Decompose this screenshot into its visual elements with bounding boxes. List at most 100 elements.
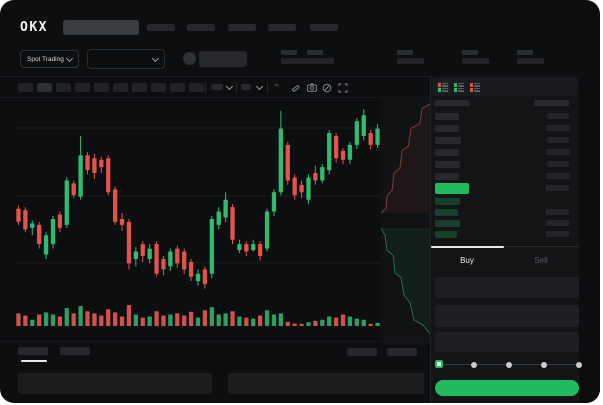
pair-select[interactable] — [87, 49, 165, 69]
bid-row-price[interactable] — [435, 209, 458, 216]
tab-sell[interactable]: Sell — [534, 256, 548, 265]
ticker-value-placeholder — [397, 58, 424, 64]
amount-input[interactable] — [435, 305, 579, 327]
camera-icon[interactable] — [307, 83, 317, 92]
book-combined-icon[interactable] — [437, 81, 449, 93]
timeframe-button-5[interactable] — [94, 83, 109, 92]
okx-logo[interactable]: OKX — [20, 20, 48, 35]
ask-row-price[interactable] — [435, 137, 461, 144]
timeframe-button-8[interactable] — [151, 83, 166, 92]
last-price-amount[interactable] — [546, 185, 569, 191]
chevron-down-icon — [151, 54, 160, 62]
ticker-label-placeholder — [397, 50, 413, 55]
ask-row-price[interactable] — [435, 173, 459, 180]
bottom-action-1[interactable] — [347, 348, 377, 356]
nav-item-5[interactable] — [310, 24, 338, 31]
divider — [0, 76, 600, 77]
active-tab-underline — [21, 360, 47, 362]
token-icon — [183, 52, 196, 65]
chevron-down-icon[interactable] — [255, 82, 264, 91]
book-asks-icon[interactable] — [469, 81, 481, 93]
orderbook-col-header-amount[interactable] — [534, 100, 569, 106]
slider-step-4[interactable] — [576, 361, 582, 368]
ticker-value-placeholder — [517, 58, 544, 64]
bid-row-amount[interactable] — [546, 209, 569, 215]
nav-item-2[interactable] — [187, 24, 215, 31]
timeframe-button-6[interactable] — [113, 83, 128, 92]
bid-row-amount[interactable] — [546, 231, 569, 237]
tab-buy[interactable]: Buy — [460, 256, 474, 265]
divider — [267, 82, 268, 93]
market-type-label: Spot Trading — [27, 55, 64, 63]
divider — [236, 82, 237, 93]
total-input[interactable] — [435, 332, 579, 352]
last-price-badge[interactable] — [435, 183, 469, 194]
ask-row-price[interactable] — [435, 113, 459, 120]
candlestick-chart[interactable] — [15, 96, 381, 296]
trade-tabs: Buy Sell — [431, 246, 579, 272]
ticker-label-placeholder — [462, 50, 478, 55]
indicator-dropdown[interactable] — [211, 84, 223, 90]
price-input[interactable] — [435, 277, 579, 298]
ask-row-amount[interactable] — [547, 113, 569, 119]
ask-row-price[interactable] — [435, 161, 460, 168]
bid-row-amount[interactable] — [546, 220, 569, 226]
slider-handle[interactable] — [435, 360, 443, 368]
ask-row-amount[interactable] — [547, 137, 569, 143]
chevron-down-icon[interactable] — [225, 82, 234, 91]
bottom-tab-2[interactable] — [60, 347, 90, 355]
bid-row-price[interactable] — [435, 231, 457, 238]
depth-chart-strip — [381, 96, 431, 345]
ask-row-price[interactable] — [435, 149, 459, 156]
timeframe-button-2[interactable] — [37, 83, 52, 92]
ask-row-price[interactable] — [435, 125, 459, 132]
nav-item-3[interactable] — [228, 24, 256, 31]
ticker-label-placeholder — [281, 50, 297, 55]
bid-row-price[interactable] — [435, 220, 460, 227]
timeframe-button-1[interactable] — [18, 83, 33, 92]
orderbook-col-header-price[interactable] — [435, 100, 469, 106]
slider-step-1[interactable] — [471, 361, 477, 368]
line-type-icon[interactable]: ~ — [274, 80, 280, 90]
ask-row-amount[interactable] — [547, 161, 569, 167]
divider — [0, 341, 430, 342]
book-bids-icon[interactable] — [453, 81, 465, 93]
search-input[interactable] — [63, 20, 139, 35]
timeframe-button-3[interactable] — [56, 83, 71, 92]
chevron-down-icon — [65, 54, 74, 62]
timeframe-button-10[interactable] — [189, 83, 204, 92]
ticker-label-placeholder — [307, 50, 323, 55]
nav-item-1[interactable] — [147, 24, 175, 31]
divider — [205, 82, 206, 93]
bottom-tab-1[interactable] — [18, 347, 48, 355]
orderbook-toggle-bar — [433, 78, 577, 96]
fullscreen-icon[interactable] — [338, 83, 348, 93]
volume-chart — [16, 305, 380, 326]
ticker-value-placeholder — [281, 58, 308, 64]
active-tab-indicator — [431, 246, 504, 248]
ticker-value-placeholder — [307, 58, 334, 64]
timeframe-button-4[interactable] — [75, 83, 90, 92]
timeframe-button-9[interactable] — [170, 83, 185, 92]
nav-item-4[interactable] — [268, 24, 296, 31]
ask-row-amount[interactable] — [546, 149, 569, 155]
slider-step-3[interactable] — [541, 361, 547, 368]
settings-icon[interactable] — [322, 83, 332, 93]
orders-row-placeholder — [228, 373, 424, 394]
slider-step-2[interactable] — [506, 361, 512, 368]
market-type-select[interactable]: Spot Trading — [20, 50, 79, 68]
bid-row-price[interactable] — [435, 198, 460, 205]
divider — [0, 97, 430, 98]
ask-row-amount[interactable] — [546, 125, 569, 131]
ticker-value-placeholder — [462, 58, 489, 64]
ask-row-amount[interactable] — [546, 173, 569, 179]
bottom-action-2[interactable] — [387, 348, 417, 356]
buy-submit-button[interactable] — [435, 380, 579, 396]
timeframe-button-7[interactable] — [132, 83, 147, 92]
ruler-icon[interactable] — [291, 84, 300, 92]
overlay-dropdown[interactable] — [241, 84, 251, 90]
orderbook-trade-panel: Buy Sell — [430, 76, 600, 403]
pair-name-placeholder[interactable] — [199, 51, 247, 67]
